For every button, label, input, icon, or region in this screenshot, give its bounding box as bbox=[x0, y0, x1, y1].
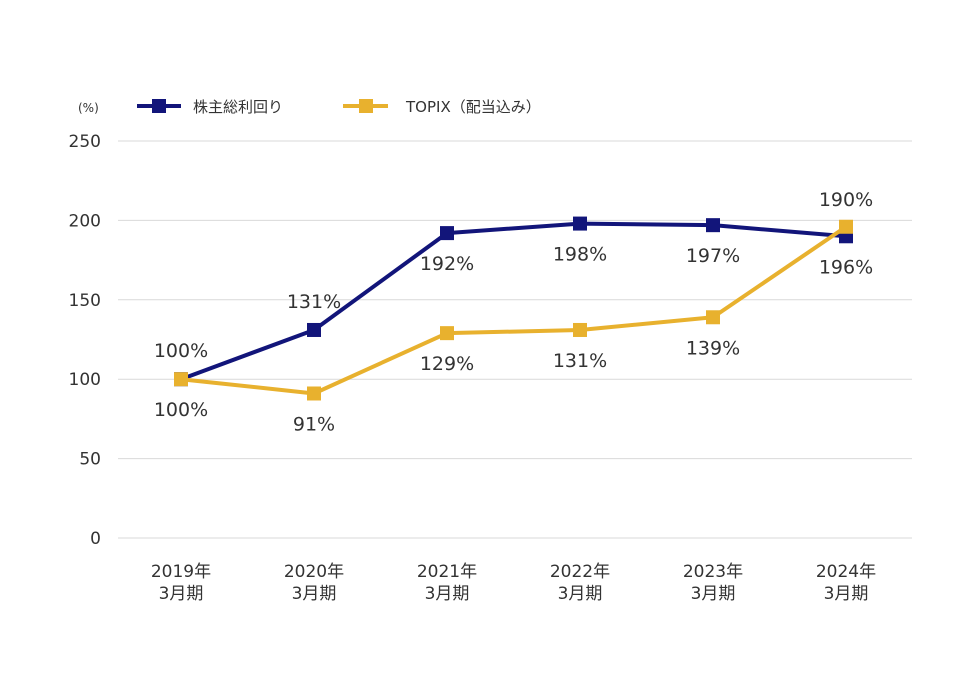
y-tick-label: 100 bbox=[69, 370, 101, 390]
series-line bbox=[180, 225, 848, 396]
legend-label: TOPIX（配当込み） bbox=[405, 98, 541, 116]
data-label: 100% bbox=[154, 399, 208, 421]
data-label: 197% bbox=[686, 245, 740, 267]
data-point-marker bbox=[307, 386, 321, 401]
x-tick-label-period: 3月期 bbox=[425, 584, 470, 604]
data-point-marker bbox=[706, 218, 720, 233]
data-point-marker bbox=[440, 226, 454, 241]
x-tick-label-year: 2021年 bbox=[417, 562, 477, 582]
data-point-marker bbox=[307, 322, 321, 337]
y-tick-label: 150 bbox=[69, 291, 101, 311]
x-tick-label-year: 2022年 bbox=[550, 562, 610, 582]
data-label: 91% bbox=[293, 413, 335, 435]
series bbox=[174, 216, 853, 401]
y-unit-label: (%) bbox=[78, 101, 99, 115]
data-label: 139% bbox=[686, 337, 740, 359]
data-label: 100% bbox=[154, 340, 208, 362]
data-point-marker bbox=[706, 310, 720, 325]
data-label: 131% bbox=[287, 291, 341, 313]
legend: 株主総利回り TOPIX（配当込み） bbox=[137, 98, 541, 116]
series-line bbox=[180, 221, 847, 382]
x-tick-label-period: 3月期 bbox=[292, 584, 337, 604]
series-topix bbox=[174, 219, 853, 401]
x-tick-label-period: 3月期 bbox=[159, 584, 204, 604]
legend-swatch-marker bbox=[359, 99, 373, 113]
data-labels: 100% 131% 192% 198% 197% 196% 100% 91% 129% 131% 1… bbox=[154, 189, 873, 436]
legend-item-topix: TOPIX（配当込み） bbox=[343, 98, 541, 116]
data-point-marker bbox=[440, 326, 454, 341]
x-tick-label-period: 3月期 bbox=[691, 584, 736, 604]
y-tick-label: 250 bbox=[69, 132, 101, 152]
x-tick-label-year: 2023年 bbox=[683, 562, 743, 582]
legend-label: 株主総利回り bbox=[193, 98, 283, 116]
data-label: 131% bbox=[553, 350, 607, 372]
data-point-marker bbox=[573, 322, 587, 337]
data-label: 190% bbox=[819, 189, 873, 211]
data-label: 192% bbox=[420, 253, 474, 275]
gridlines bbox=[118, 140, 912, 539]
data-point-marker bbox=[573, 216, 587, 231]
x-tick-label-year: 2019年 bbox=[151, 562, 211, 582]
y-tick-label: 0 bbox=[90, 529, 101, 549]
x-tick-label-period: 3月期 bbox=[824, 584, 869, 604]
x-tick-label-period: 3月期 bbox=[558, 584, 603, 604]
data-label: 129% bbox=[420, 353, 474, 375]
x-tick-label-year: 2020年 bbox=[284, 562, 344, 582]
data-point-marker bbox=[174, 372, 188, 387]
legend-swatch-marker bbox=[152, 99, 166, 113]
y-tick-label: 50 bbox=[79, 450, 101, 470]
x-axis: 2019年3月期2020年3月期2021年3月期2022年3月期2023年3月期… bbox=[151, 562, 876, 604]
x-tick-label-year: 2024年 bbox=[816, 562, 876, 582]
series-tsr bbox=[174, 216, 853, 387]
legend-item-tsr: 株主総利回り bbox=[137, 98, 283, 116]
y-tick-label: 200 bbox=[69, 211, 101, 231]
data-label: 198% bbox=[553, 244, 607, 266]
y-axis: 0 50 100 150 200 250 bbox=[69, 132, 101, 549]
data-label: 196% bbox=[819, 256, 873, 278]
data-point-marker bbox=[839, 219, 853, 234]
